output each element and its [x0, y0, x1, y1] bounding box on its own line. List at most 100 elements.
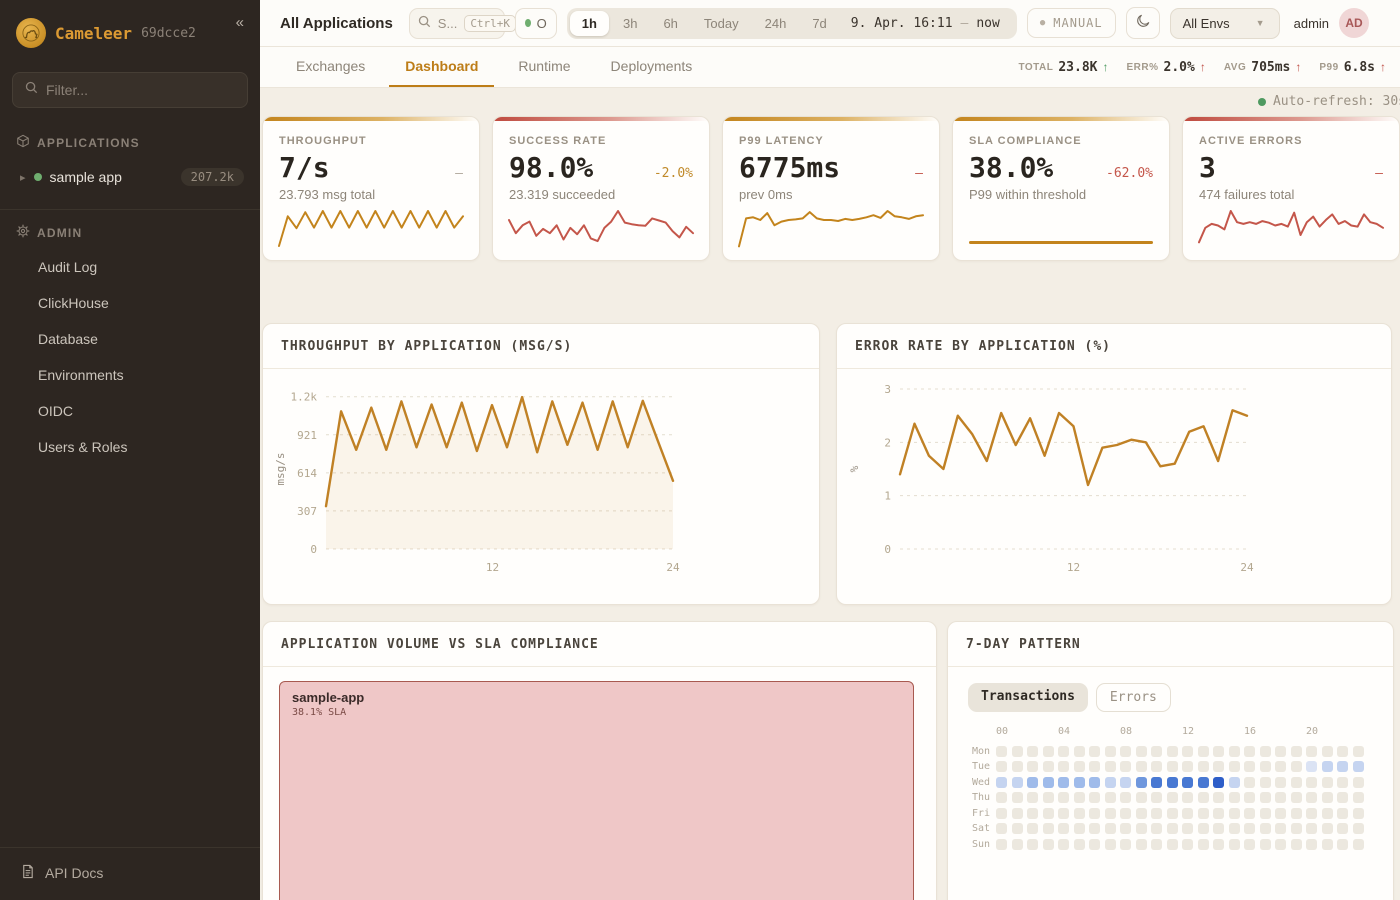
- heatmap-cell: [1120, 776, 1131, 788]
- heatmap-cell: [1011, 823, 1023, 834]
- heatmap-cell: [1244, 823, 1255, 834]
- avatar[interactable]: AD: [1339, 8, 1370, 38]
- heatmap-row-sat: Sat: [968, 823, 1377, 834]
- manual-refresh-button[interactable]: ● MANUAL: [1026, 8, 1116, 38]
- heatmap-cell: [1089, 776, 1100, 788]
- sidebar-item-sample-app[interactable]: ▸ sample app 207.2k: [0, 159, 260, 195]
- kpi-delta: -62.0%: [1106, 166, 1153, 181]
- chevron-right-icon[interactable]: ▸: [20, 171, 26, 184]
- auto-refresh-label: Auto-refresh: 30s: [1272, 94, 1400, 109]
- heatmap-cell: [1321, 745, 1333, 757]
- stat-err: ERR% 2.0% ↑: [1126, 60, 1205, 75]
- app-name: Cameleer: [55, 23, 133, 43]
- heatmap-cell: [1290, 776, 1302, 788]
- heatmap-cell: [1275, 823, 1286, 834]
- sidebar-item-api-docs[interactable]: API Docs: [0, 847, 260, 900]
- heatmap-cell: [1027, 807, 1038, 819]
- heatmap-cell: [1244, 776, 1255, 788]
- date-range-display[interactable]: 9. Apr. 16:11 – now: [841, 12, 1014, 35]
- heatmap-cell: [1089, 792, 1100, 803]
- status-chip[interactable]: O: [514, 7, 557, 39]
- heatmap-cell: [1197, 776, 1209, 788]
- gear-icon: [16, 224, 30, 241]
- heatmap-cell: [1166, 776, 1178, 788]
- env-select[interactable]: All Envs ▼: [1169, 7, 1280, 39]
- heatmap-cell: [1058, 776, 1069, 788]
- filter-input[interactable]: [46, 82, 235, 98]
- sidebar-item-oidc[interactable]: OIDC: [38, 403, 73, 419]
- kpi-accent-bar: [953, 117, 1169, 121]
- heatmap-cell: [1275, 745, 1286, 757]
- heatmap-row-label: Mon: [971, 745, 990, 757]
- sidebar-item-clickhouse[interactable]: ClickHouse: [38, 295, 109, 311]
- kpi-card-success-rate: SUCCESS RATE 98.0% -2.0% 23.319 succeeded: [492, 116, 710, 261]
- heatmap-cell: [1135, 792, 1147, 803]
- heatmap-cell: [1352, 792, 1364, 803]
- heatmap-cell: [1213, 761, 1224, 772]
- time-range-24h[interactable]: 24h: [753, 11, 799, 36]
- heatmap-cell: [1011, 807, 1023, 819]
- heatmap-col-label: 20: [1306, 726, 1319, 737]
- sidebar-collapse-button[interactable]: «: [235, 14, 244, 31]
- heatmap-cell: [1290, 807, 1302, 819]
- time-range-6h[interactable]: 6h: [651, 11, 689, 36]
- env-select-value: All Envs: [1182, 15, 1230, 31]
- time-range-3h[interactable]: 3h: [611, 11, 649, 36]
- heatmap-cell: [996, 823, 1007, 834]
- heatmap-cell: [1166, 761, 1178, 772]
- heatmap-row-thu: Thu: [968, 792, 1377, 803]
- manual-label: MANUAL: [1053, 16, 1103, 30]
- chevron-down-icon: ▼: [1255, 18, 1265, 28]
- kpi-label: THROUGHPUT: [279, 135, 367, 147]
- kpi-accent-bar: [263, 117, 479, 121]
- kpi-card-sla-compliance: SLA COMPLIANCE 38.0% -62.0% P99 within thre…: [952, 116, 1170, 261]
- heatmap-cells: [996, 838, 1364, 850]
- time-range-1h[interactable]: 1h: [569, 10, 609, 36]
- heatmap-cell: [1027, 761, 1038, 772]
- pattern-tab-errors[interactable]: Errors: [1095, 683, 1171, 712]
- heatmap-cell: [1337, 838, 1348, 850]
- heatmap-cell: [1089, 823, 1100, 834]
- heatmap-cell: [1337, 745, 1348, 757]
- heatmap-cell: [1275, 838, 1286, 850]
- trend-arrow-icon: ↑: [1380, 60, 1386, 74]
- heatmap-cell: [1120, 823, 1131, 834]
- global-search[interactable]: S... Ctrl+K: [408, 7, 517, 39]
- heatmap-cell: [1073, 745, 1085, 757]
- heatmap-cell: [1089, 838, 1100, 850]
- stat-p99: P99 6.8s ↑: [1319, 60, 1386, 75]
- cameleer-logo-icon: [16, 18, 46, 48]
- sidebar-item-database[interactable]: Database: [38, 331, 98, 347]
- heatmap-col-label: 00: [996, 726, 1009, 737]
- heatmap-cell: [1120, 745, 1131, 757]
- treemap-node-sample-app[interactable]: sample-app 38.1% SLA: [279, 681, 914, 900]
- heatmap-cell: [1073, 807, 1085, 819]
- stat-label: AVG: [1223, 61, 1247, 73]
- heatmap-cell: [1259, 792, 1271, 803]
- treemap-card-header: APPLICATION VOLUME VS SLA COMPLIANCE: [263, 622, 936, 667]
- tab-deployments[interactable]: Deployments: [610, 58, 693, 74]
- sidebar-item-users-roles[interactable]: Users & Roles: [38, 439, 128, 455]
- kpi-value: 98.0%: [509, 151, 594, 184]
- time-range-today[interactable]: Today: [692, 11, 751, 36]
- heatmap-cell: [1213, 745, 1224, 757]
- tab-runtime[interactable]: Runtime: [518, 58, 571, 74]
- tab-exchanges[interactable]: Exchanges: [296, 58, 366, 74]
- sidebar-item-audit-log[interactable]: Audit Log: [38, 259, 98, 275]
- svg-text:3: 3: [884, 383, 891, 396]
- heatmap-cell: [1166, 807, 1178, 819]
- api-docs-label: API Docs: [45, 865, 104, 881]
- heatmap-cell: [1244, 838, 1255, 850]
- heatmap-row-sun: Sun: [968, 838, 1377, 850]
- sidebar-item-environments[interactable]: Environments: [38, 367, 124, 383]
- stat-label: ERR%: [1126, 61, 1159, 73]
- dark-mode-toggle[interactable]: [1125, 7, 1160, 39]
- kpi-subtext: P99 within threshold: [969, 187, 1087, 202]
- pattern-tab-transactions[interactable]: Transactions: [968, 683, 1088, 712]
- kpi-subtext: prev 0ms: [739, 187, 793, 202]
- time-range-7d[interactable]: 7d: [800, 11, 838, 36]
- heatmap-cell: [1104, 761, 1116, 772]
- stat-avg: AVG 705ms ↑: [1224, 60, 1302, 75]
- cube-icon: [16, 134, 30, 151]
- tab-dashboard[interactable]: Dashboard: [389, 47, 495, 87]
